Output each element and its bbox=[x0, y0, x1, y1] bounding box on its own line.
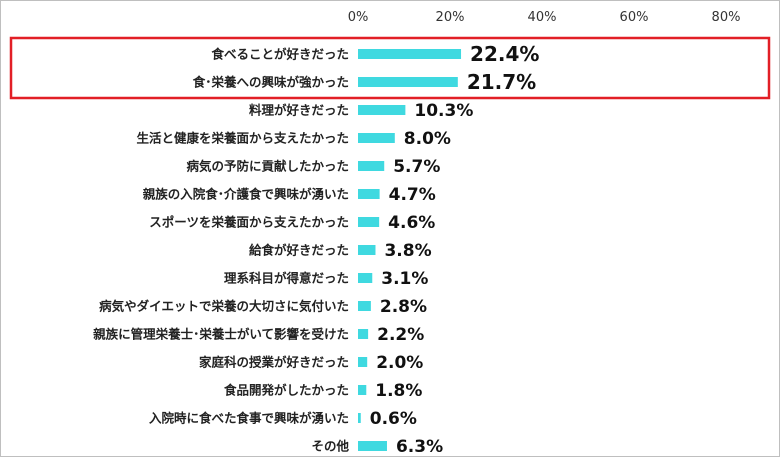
bar bbox=[358, 413, 361, 423]
bar bbox=[358, 441, 387, 451]
x-tick-label: 60% bbox=[620, 10, 649, 25]
bar bbox=[358, 189, 380, 199]
bar bbox=[358, 273, 373, 283]
category-label: 生活と健康を栄養面から支えたかった bbox=[136, 131, 349, 146]
data-label: 1.8% bbox=[375, 381, 422, 401]
category-label: 食品開発がしたかった bbox=[223, 383, 349, 398]
x-tick-label: 40% bbox=[528, 10, 557, 25]
data-label: 4.6% bbox=[388, 213, 435, 233]
bar bbox=[358, 245, 376, 255]
data-label: 2.0% bbox=[376, 353, 423, 373]
data-label: 8.0% bbox=[404, 129, 451, 149]
data-label: 22.4% bbox=[470, 42, 539, 66]
data-label: 3.8% bbox=[384, 241, 431, 261]
data-label: 3.1% bbox=[381, 269, 428, 289]
data-label: 2.2% bbox=[377, 325, 424, 345]
category-label: 料理が好きだった bbox=[249, 103, 349, 118]
data-label: 2.8% bbox=[380, 297, 427, 317]
bar bbox=[358, 301, 371, 311]
bar bbox=[358, 77, 458, 87]
category-label: 食･栄養への興味が強かった bbox=[192, 75, 349, 90]
x-tick-label: 80% bbox=[712, 10, 741, 25]
category-label: その他 bbox=[311, 439, 349, 454]
category-label: 家庭科の授業が好きだった bbox=[199, 355, 349, 370]
bar bbox=[358, 357, 368, 367]
bar bbox=[358, 385, 367, 395]
category-label: 親族に管理栄養士･栄養士がいて影響を受けた bbox=[93, 327, 349, 342]
category-label: 病気の予防に貢献したかった bbox=[186, 159, 349, 174]
data-label: 6.3% bbox=[396, 437, 443, 457]
bar bbox=[358, 105, 406, 115]
category-label: 食べることが好きだった bbox=[210, 47, 349, 62]
data-label: 5.7% bbox=[393, 157, 440, 177]
bar bbox=[358, 329, 369, 339]
data-label: 4.7% bbox=[389, 185, 436, 205]
category-label: 理系科目が得意だった bbox=[224, 271, 349, 286]
category-label: 親族の入院食･介護食で興味が湧いた bbox=[143, 187, 349, 202]
x-tick-label: 0% bbox=[348, 10, 369, 25]
category-label: 病気やダイエットで栄養の大切さに気付いた bbox=[99, 299, 349, 314]
data-label: 0.6% bbox=[370, 409, 417, 429]
x-tick-label: 20% bbox=[436, 10, 465, 25]
bar bbox=[358, 133, 395, 143]
bar bbox=[358, 217, 380, 227]
data-label: 10.3% bbox=[414, 101, 473, 121]
bar bbox=[358, 49, 462, 59]
category-label: 入院時に食べた食事で興味が湧いた bbox=[149, 411, 349, 426]
bar bbox=[358, 161, 385, 171]
highlight-box bbox=[9, 36, 771, 100]
category-label: 給食が好きだった bbox=[249, 243, 349, 258]
data-label: 21.7% bbox=[467, 70, 536, 94]
category-label: スポーツを栄養面から支えたかった bbox=[149, 215, 349, 230]
